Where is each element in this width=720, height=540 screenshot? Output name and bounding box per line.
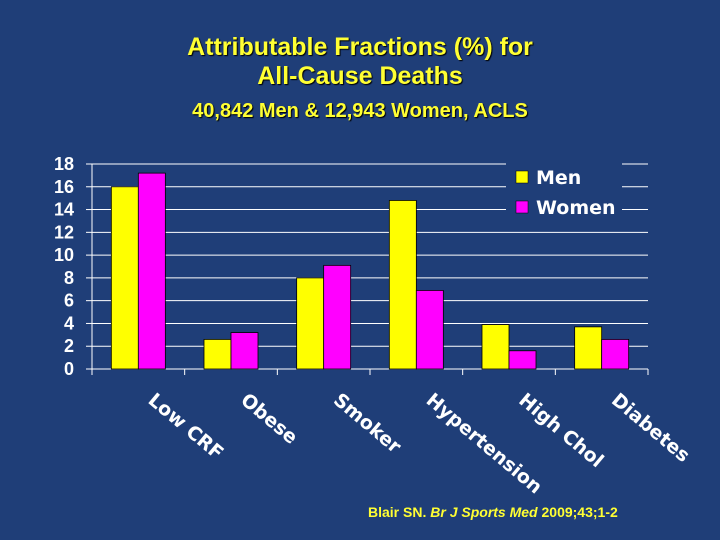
y-tick-label: 12: [54, 222, 74, 242]
y-tick-label: 2: [64, 336, 74, 356]
bar-men-low-crf: [110, 186, 139, 370]
x-category-label: High Chol: [514, 389, 607, 472]
y-tick-label: 0: [64, 359, 74, 379]
y-tick-label: 8: [64, 268, 74, 288]
x-category-label: Smoker: [329, 389, 406, 458]
bar-men-high-chol: [481, 324, 510, 370]
citation-details: 2009;43;1-2: [537, 504, 618, 520]
legend-swatch-men: [515, 170, 529, 184]
x-category-label: Low CRF: [144, 389, 228, 464]
bar-women-high-chol: [508, 350, 537, 370]
y-tick-label: 6: [64, 291, 74, 311]
bar-women-hypertension: [415, 290, 444, 370]
bar-women-low-crf: [137, 172, 166, 370]
bar-men-smoker: [296, 277, 325, 370]
bar-women-obese: [230, 332, 259, 370]
chart-title-line2: All-Cause Deaths: [257, 62, 463, 90]
legend-label-men: Men: [536, 167, 581, 189]
citation: Blair SN. Br J Sports Med 2009;43;1-2: [368, 504, 618, 520]
legend-swatch-women: [515, 200, 529, 214]
bar-women-smoker: [323, 264, 352, 370]
bar-women-diabetes: [601, 338, 630, 370]
y-tick-label: 18: [54, 154, 74, 174]
chart-title-line1: Attributable Fractions (%) for: [187, 33, 533, 61]
legend-label-women: Women: [536, 197, 616, 219]
x-category-label: Obese: [236, 389, 301, 449]
bar-men-obese: [203, 338, 232, 370]
y-tick-label: 4: [64, 313, 74, 333]
citation-author: Blair SN.: [368, 504, 431, 520]
chart-subtitle: 40,842 Men & 12,943 Women, ACLS: [192, 100, 528, 122]
citation-journal: Br J Sports Med: [430, 504, 538, 520]
y-tick-label: 10: [54, 245, 74, 265]
bar-men-diabetes: [574, 326, 603, 370]
y-tick-label: 14: [54, 200, 74, 220]
bar-men-hypertension: [388, 200, 417, 370]
x-category-label: Diabetes: [607, 389, 694, 467]
y-tick-label: 16: [54, 177, 74, 197]
